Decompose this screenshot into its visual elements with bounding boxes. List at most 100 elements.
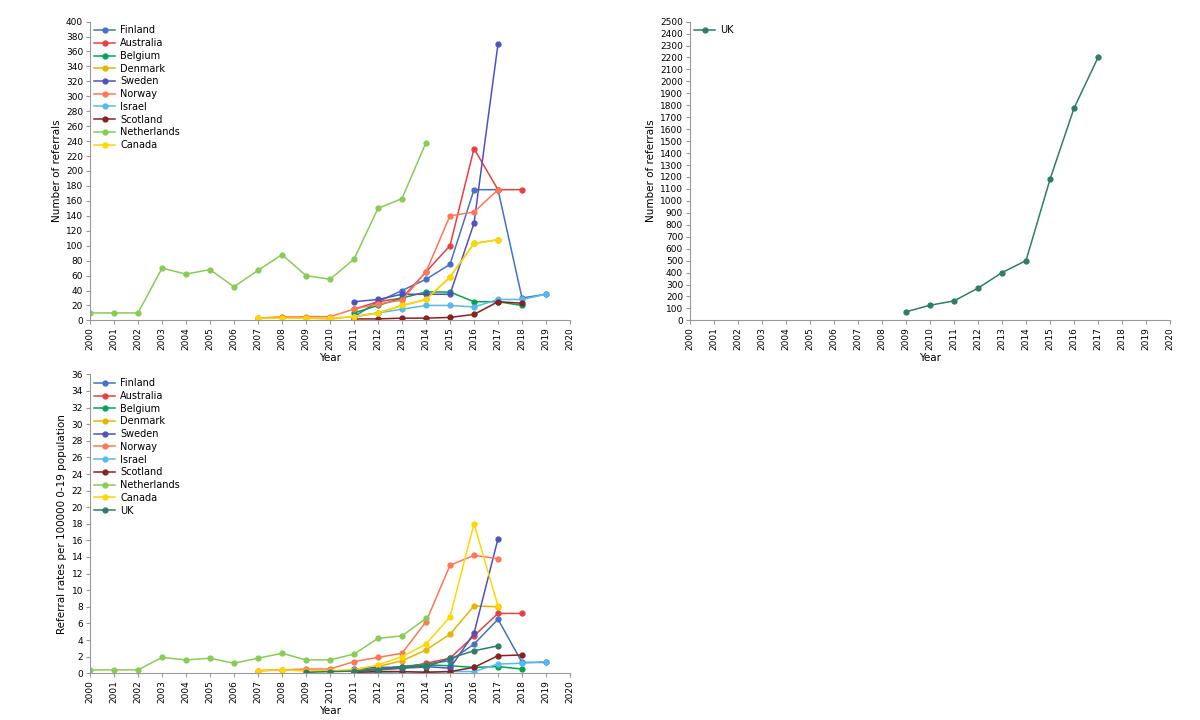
Line: Denmark: Denmark: [256, 603, 500, 674]
Norway: [347, 305, 361, 313]
Israel: [467, 667, 481, 676]
Finland: [347, 668, 361, 677]
Canada: [347, 312, 361, 321]
Canada: [347, 665, 361, 674]
Israel: [539, 657, 553, 666]
Australia: [515, 609, 529, 618]
Line: Belgium: Belgium: [352, 289, 524, 315]
Belgium: [395, 294, 409, 302]
Sweden: [395, 290, 409, 299]
Canada: [371, 309, 385, 318]
Finland: [443, 657, 457, 665]
Norway: [491, 185, 505, 194]
Australia: [491, 609, 505, 618]
Israel: [515, 295, 529, 304]
Canada: [491, 602, 505, 611]
Netherlands: [371, 204, 385, 212]
Netherlands: [347, 255, 361, 264]
Netherlands: [203, 265, 217, 274]
Canada: [275, 314, 289, 323]
Line: Sweden: Sweden: [352, 42, 500, 304]
Finland: [395, 286, 409, 295]
Canada: [419, 640, 433, 649]
Sweden: [347, 665, 361, 673]
Netherlands: [131, 309, 145, 318]
Israel: [515, 659, 529, 667]
Y-axis label: Number of referrals: Number of referrals: [52, 120, 61, 222]
Sweden: [347, 297, 361, 306]
Line: Israel: Israel: [352, 659, 548, 675]
Denmark: [443, 630, 457, 639]
Finland: [515, 294, 529, 302]
Canada: [251, 314, 265, 323]
Australia: [395, 294, 409, 302]
Norway: [419, 618, 433, 626]
Canada: [299, 314, 313, 323]
Scotland: [443, 313, 457, 322]
Norway: [275, 313, 289, 322]
Netherlands: [275, 251, 289, 259]
Netherlands: [227, 659, 241, 667]
Norway: [371, 653, 385, 662]
Canada: [467, 239, 481, 248]
Line: Denmark: Denmark: [256, 238, 500, 321]
Israel: [395, 305, 409, 313]
Line: UK: UK: [904, 55, 1100, 314]
Israel: [443, 667, 457, 676]
Scotland: [371, 315, 385, 323]
Canada: [371, 660, 385, 669]
Line: Netherlands: Netherlands: [88, 140, 428, 315]
Norway: [323, 665, 337, 673]
Netherlands: [251, 266, 265, 274]
Netherlands: [83, 309, 97, 318]
Belgium: [347, 309, 361, 318]
Sweden: [467, 629, 481, 638]
Line: Scotland: Scotland: [352, 652, 524, 675]
Finland: [467, 640, 481, 649]
Denmark: [491, 603, 505, 611]
Netherlands: [155, 653, 169, 662]
Belgium: [395, 662, 409, 671]
UK: [947, 297, 961, 305]
Netherlands: [395, 631, 409, 640]
Norway: [419, 268, 433, 276]
Belgium: [371, 301, 385, 310]
Netherlands: [323, 275, 337, 284]
Belgium: [347, 667, 361, 675]
Belgium: [491, 662, 505, 671]
Belgium: [467, 663, 481, 672]
Australia: [395, 664, 409, 672]
Israel: [371, 668, 385, 677]
UK: [371, 665, 385, 674]
Belgium: [515, 301, 529, 310]
Norway: [299, 665, 313, 673]
Finland: [491, 185, 505, 194]
Norway: [251, 667, 265, 675]
Canada: [323, 667, 337, 675]
Netherlands: [203, 654, 217, 662]
Denmark: [251, 314, 265, 323]
Finland: [371, 297, 385, 306]
Australia: [467, 631, 481, 640]
Scotland: [491, 652, 505, 660]
Belgium: [443, 288, 457, 297]
Netherlands: [395, 194, 409, 203]
Canada: [299, 667, 313, 675]
Denmark: [323, 667, 337, 676]
UK: [1043, 175, 1057, 184]
Finland: [395, 662, 409, 671]
Australia: [467, 144, 481, 153]
Belgium: [419, 660, 433, 669]
Line: Sweden: Sweden: [352, 536, 500, 672]
Norway: [275, 665, 289, 674]
Scotland: [347, 668, 361, 677]
Y-axis label: Referral rates per 100000 0-19 population: Referral rates per 100000 0-19 populatio…: [58, 414, 67, 634]
UK: [995, 269, 1009, 277]
Belgium: [467, 297, 481, 306]
Netherlands: [371, 634, 385, 643]
Netherlands: [299, 271, 313, 280]
Norway: [299, 312, 313, 321]
Sweden: [371, 295, 385, 304]
Denmark: [371, 309, 385, 318]
Israel: [539, 290, 553, 299]
